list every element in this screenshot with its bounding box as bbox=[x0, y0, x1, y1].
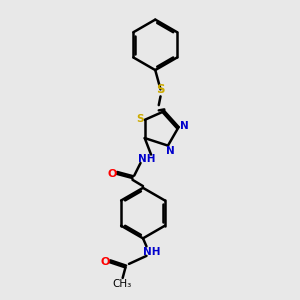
Text: N: N bbox=[167, 146, 175, 156]
Text: N: N bbox=[180, 121, 189, 131]
Text: CH₃: CH₃ bbox=[112, 279, 132, 289]
Text: O: O bbox=[101, 257, 110, 267]
Text: O: O bbox=[108, 169, 117, 179]
Text: NH: NH bbox=[143, 247, 160, 257]
Text: S: S bbox=[156, 83, 165, 96]
Text: NH: NH bbox=[138, 154, 156, 164]
Text: S: S bbox=[136, 114, 144, 124]
